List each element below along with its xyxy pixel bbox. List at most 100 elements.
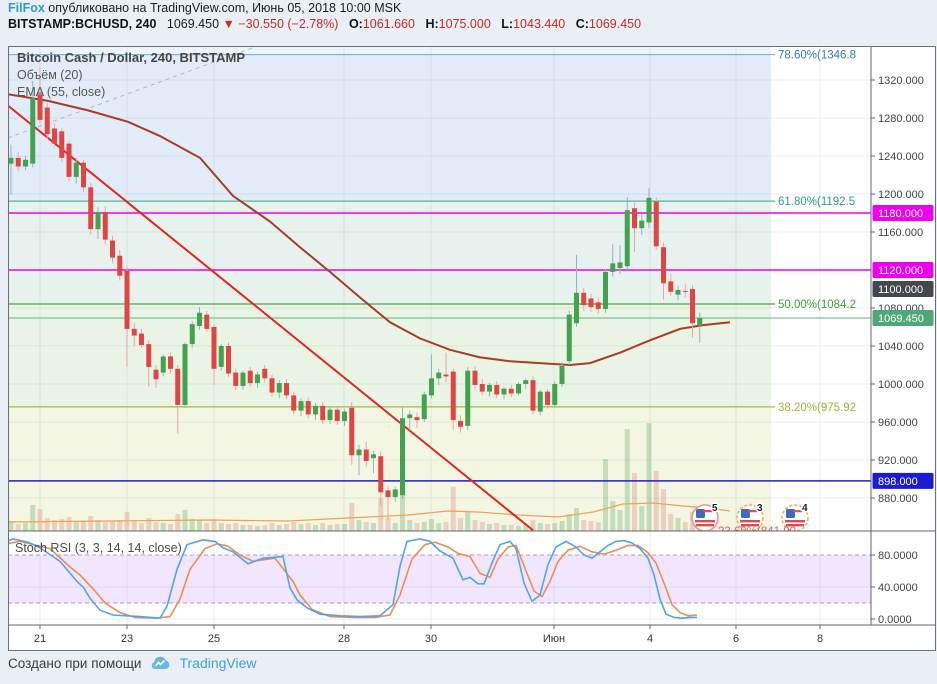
candle [15,157,21,167]
candle [668,281,674,292]
candle [545,391,550,405]
candle [182,344,188,405]
time-tick-label: 28 [338,633,350,645]
candle [501,388,507,395]
candle [487,384,492,392]
stoch-tick-label: 80.0000 [878,550,918,562]
low-value: 1043.440 [513,17,566,31]
candle [675,289,681,295]
svg-text:1120.000: 1120.000 [878,265,923,277]
publisher-link[interactable]: FilFox [8,1,45,15]
chart-area[interactable]: 5 3 4 78.60%(1346.8 61.80%(1192.5 50.00%(1084… [8,46,936,651]
candle [233,372,239,386]
publish-text: опубликовано на TradingView.com, Июнь 05… [44,1,402,15]
candle [218,346,224,367]
high-value: 1075.000 [438,17,491,31]
candle [66,143,72,177]
candle [690,289,695,324]
candle [284,383,289,396]
candle [537,391,543,412]
symbol-line: BITSTAMP:BCHUSD, 240 1069.450 ▼ −30.550 … [8,17,641,31]
trendline[interactable] [8,104,534,531]
change-arrow-icon: ▼ [222,17,235,31]
time-axis[interactable]: 21 23 25 28 30 Июн 4 6 8 [8,624,936,645]
candle [632,208,637,229]
price-tick-label: 960.000 [878,417,918,429]
candle [255,374,260,384]
candle [349,407,355,456]
close-value: 1069.450 [588,17,642,31]
candle [566,314,572,362]
candle [646,197,652,223]
svg-text:1069.450: 1069.450 [878,313,924,325]
open-label: O: [348,17,363,31]
price-axis[interactable]: 1320.000 1280.000 1240.000 1200.000 1160.000… [871,46,936,626]
candle [131,328,137,336]
candle [95,212,101,230]
fib-label: 78.60%(1346.8 [778,50,856,62]
candle [523,380,529,384]
candle [102,212,108,240]
candle [617,262,623,269]
tradingview-logo-icon[interactable] [148,655,172,671]
created-with-text: Создано при помощи [8,655,142,671]
fib-label: 38.20%(975.92 [778,402,856,414]
candle [59,131,65,158]
tradingview-brand-link[interactable]: TradingView [179,655,257,671]
footer: Создано при помощи TradingView [8,655,257,671]
candle [139,333,144,346]
ema-line[interactable] [8,93,731,367]
change-value: −30.550 (−2.78%) [238,17,339,31]
time-tick-label: 8 [817,633,823,645]
price-chart-svg[interactable]: 5 3 4 78.60%(1346.8 61.80%(1192.5 50.00%(1084… [8,46,936,651]
candle [400,418,405,496]
symbol-name[interactable]: BITSTAMP:BCHUSD, 240 [8,17,157,31]
svg-text:3: 3 [757,503,763,514]
candle [682,290,688,292]
candle [479,384,485,392]
price-tick-label: 920.000 [878,455,918,467]
main-pane[interactable]: 5 3 4 78.60%(1346.8 61.80%(1192.5 50.00%(1084… [8,46,871,538]
candle [508,388,514,394]
svg-text:898.000: 898.000 [878,476,918,488]
candle [44,107,50,135]
candle [320,405,326,421]
time-tick-label: Июн [543,633,565,645]
price-level-badge [872,310,934,327]
candle [211,327,217,369]
candle [450,371,456,421]
candle [610,263,616,272]
candle [247,370,253,384]
candle [73,162,79,177]
candle [443,374,449,377]
candle [168,356,173,369]
candle [661,247,666,284]
candle [697,318,703,326]
candle [472,370,478,385]
candle [81,162,86,188]
candle [37,94,43,120]
price-tick-label: 1040.000 [878,341,924,353]
price-level-badge [872,262,934,278]
candle [204,314,210,329]
stoch-tick-label: 40.0000 [878,582,918,594]
time-tick-label: 6 [733,633,739,645]
candle [313,405,318,415]
candle [581,292,587,306]
economic-event-icon[interactable]: 5 [691,502,720,531]
candle [559,365,565,384]
candle [240,372,246,386]
candle [421,394,427,420]
time-tick-label: 21 [34,633,46,645]
candle [291,395,297,411]
stoch-pane[interactable] [8,531,871,625]
candle [23,159,28,167]
candle [436,372,442,379]
economic-event-icon[interactable]: 3 [736,502,765,531]
candle [269,378,275,393]
candle [189,324,195,345]
candle [371,454,376,459]
candle [8,157,14,164]
economic-event-icon[interactable]: 4 [781,502,810,531]
